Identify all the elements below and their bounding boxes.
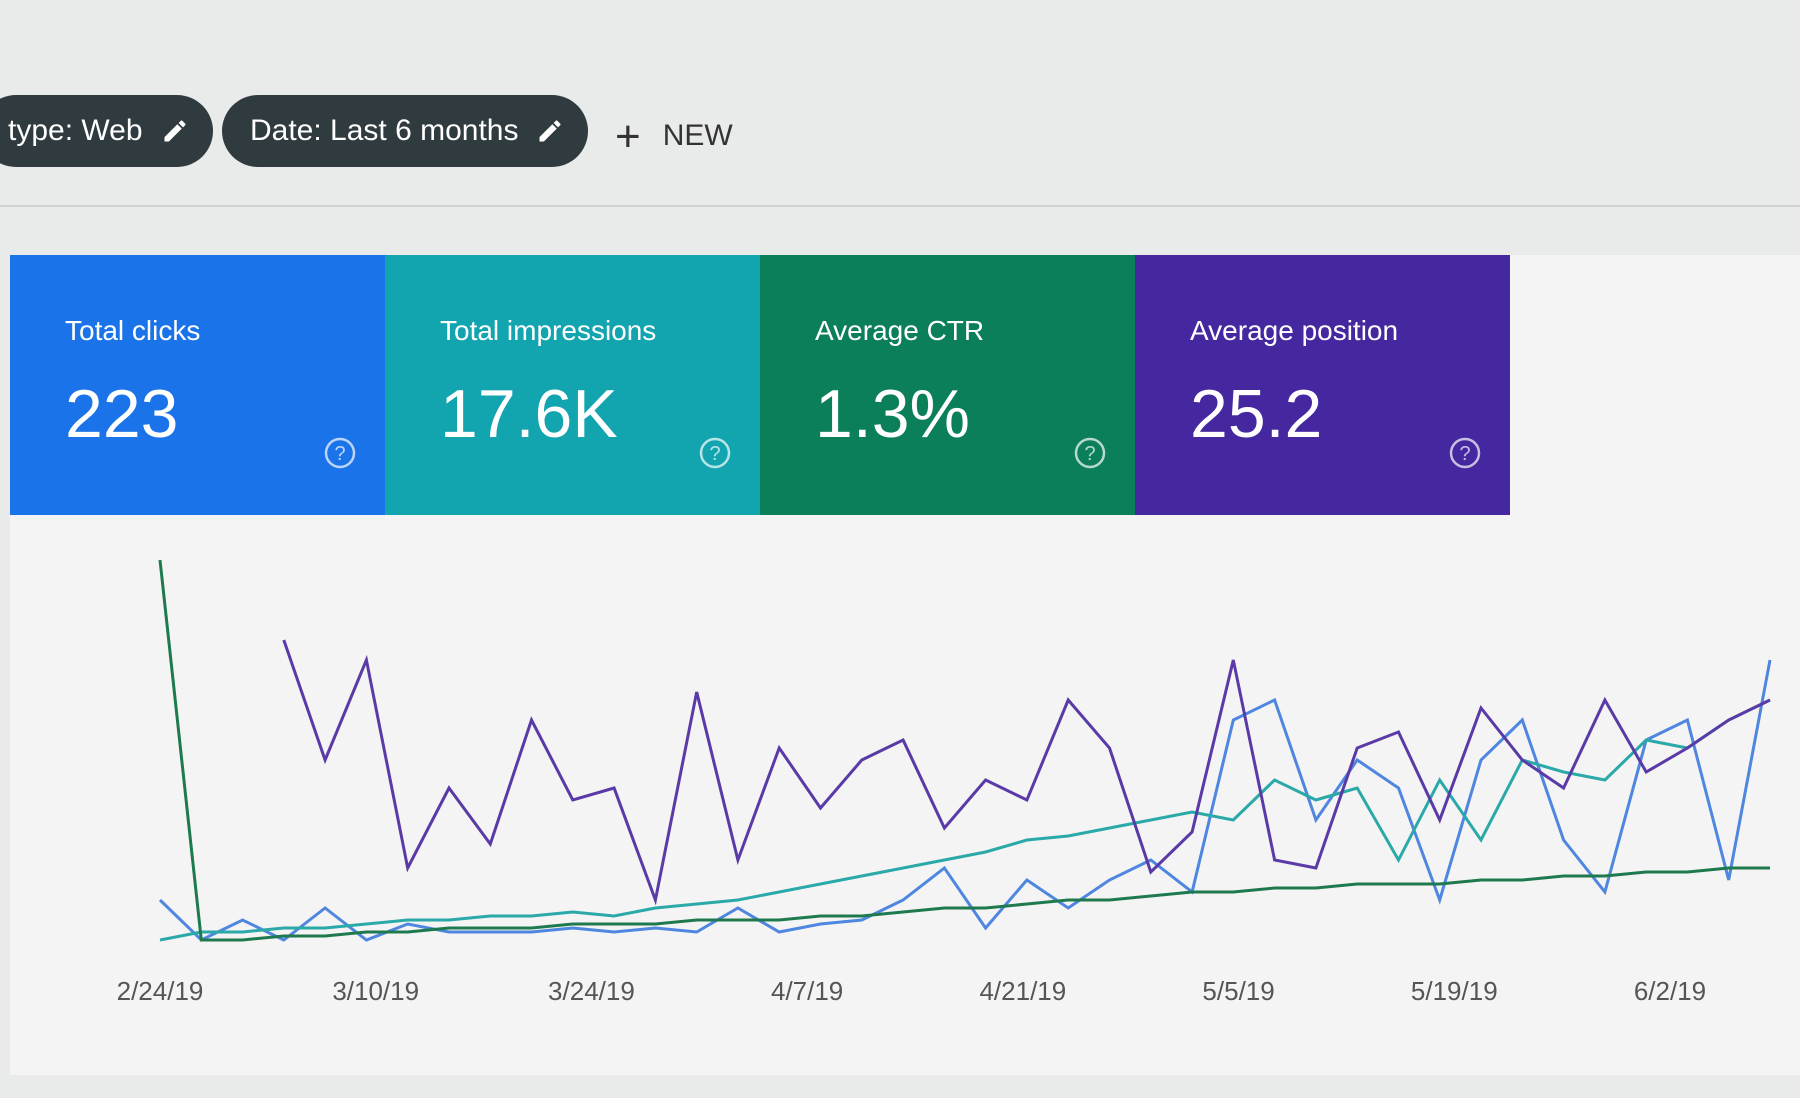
metric-label: Total impressions bbox=[440, 315, 657, 346]
series-line bbox=[159, 698, 1771, 942]
metric-value: 17.6K bbox=[440, 376, 618, 452]
svg-text:?: ? bbox=[709, 443, 720, 465]
series-line bbox=[282, 639, 1771, 906]
metric-value: 1.3% bbox=[815, 376, 970, 452]
metric-label: Total clicks bbox=[65, 315, 201, 346]
x-tick-label: 5/5/19 bbox=[1202, 976, 1274, 1006]
x-tick-label: 5/19/19 bbox=[1411, 976, 1498, 1006]
metric-card[interactable]: Total impressions 17.6K? bbox=[385, 255, 760, 515]
edit-icon bbox=[164, 120, 186, 142]
x-tick-label: 2/24/19 bbox=[117, 976, 204, 1006]
metric-card[interactable]: Average position 25.2? bbox=[1135, 255, 1510, 515]
chip-label: Date: Last 6 months bbox=[250, 114, 519, 147]
x-tick-label: 3/10/19 bbox=[332, 976, 419, 1006]
metric-card[interactable]: Average CTR 1.3%? bbox=[760, 255, 1135, 515]
metric-value: 223 bbox=[65, 376, 179, 452]
divider bbox=[0, 205, 1800, 207]
new-label: NEW bbox=[662, 119, 733, 152]
series-line bbox=[158, 659, 1772, 942]
chart: 2/24/19 3/10/19 3/24/19 4/7/19 4/21/19 5/5/19… bbox=[117, 559, 1772, 1006]
help-icon[interactable]: ? bbox=[698, 436, 732, 470]
x-tick-label: 4/21/19 bbox=[979, 976, 1066, 1006]
metric-value: 25.2 bbox=[1190, 376, 1323, 452]
edit-icon bbox=[539, 120, 561, 142]
filter-chip[interactable]: type: Web bbox=[0, 95, 213, 167]
new-button[interactable]: + NEW bbox=[615, 112, 733, 162]
x-tick-label: 6/2/19 bbox=[1634, 976, 1706, 1006]
x-tick-label: 3/24/19 bbox=[548, 976, 635, 1006]
svg-text:?: ? bbox=[334, 443, 345, 465]
help-icon[interactable]: ? bbox=[1073, 436, 1107, 470]
x-tick-label: 4/7/19 bbox=[771, 976, 843, 1006]
plus-icon: + bbox=[615, 112, 641, 161]
metric-label: Average CTR bbox=[815, 315, 985, 346]
series-line bbox=[158, 559, 1770, 942]
metric-card[interactable]: Total clicks 223? bbox=[10, 255, 385, 515]
help-icon[interactable]: ? bbox=[323, 436, 357, 470]
chip-label: type: Web bbox=[8, 114, 143, 147]
filter-chip[interactable]: Date: Last 6 months bbox=[222, 95, 589, 167]
help-icon[interactable]: ? bbox=[1448, 436, 1482, 470]
svg-text:?: ? bbox=[1459, 443, 1470, 465]
svg-text:?: ? bbox=[1084, 443, 1095, 465]
metric-label: Average position bbox=[1190, 315, 1399, 346]
